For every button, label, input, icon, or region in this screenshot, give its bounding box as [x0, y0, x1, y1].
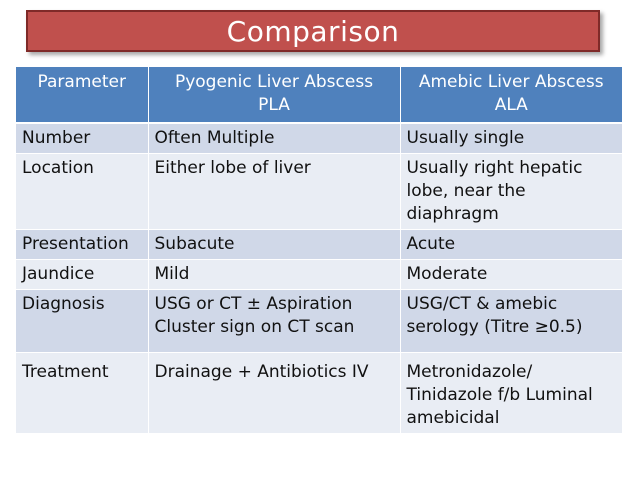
table-header-row: Parameter Pyogenic Liver Abscess PLA Ame…	[16, 67, 622, 124]
table-row-location: Location Either lobe of liver Usually ri…	[16, 153, 622, 230]
cell-line: amebicidal	[406, 408, 500, 428]
cell-line: Drainage + Antibiotics IV	[154, 362, 369, 382]
header-line: Pyogenic Liver Abscess	[174, 72, 374, 92]
slide-title: Comparison	[226, 14, 400, 48]
header-pla: Pyogenic Liver Abscess PLA	[148, 67, 401, 124]
cell-parameter: Location	[16, 153, 149, 230]
cell-line: USG or CT ± Aspiration	[154, 294, 353, 314]
table-row-diagnosis: Diagnosis USG or CT ± Aspiration Cluster…	[16, 289, 622, 353]
cell-line: lobe, near the	[406, 181, 526, 201]
cell-line: Metronidazole/	[406, 362, 533, 382]
cell-line: Moderate	[406, 264, 488, 284]
table-row-treatment: Treatment Drainage + Antibiotics IV Metr…	[16, 352, 622, 434]
cell-line: Acute	[406, 234, 456, 254]
cell-pla: Mild	[148, 259, 401, 290]
cell-line: Usually single	[406, 128, 525, 148]
cell-line: Tinidazole f/b Luminal	[406, 385, 593, 405]
slide-title-bar: Comparison	[26, 10, 600, 52]
cell-ala: Acute	[400, 229, 622, 260]
table-row-jaundice: Jaundice Mild Moderate	[16, 259, 622, 290]
header-parameter: Parameter	[16, 67, 149, 124]
table-row-presentation: Presentation Subacute Acute	[16, 229, 622, 260]
cell-parameter: Diagnosis	[16, 289, 149, 353]
cell-line: Number	[22, 128, 91, 148]
cell-ala: Moderate	[400, 259, 622, 290]
cell-parameter: Presentation	[16, 229, 149, 260]
cell-line: serology (Titre ≥0.5)	[406, 317, 583, 337]
cell-line: Either lobe of liver	[154, 158, 311, 178]
cell-pla: Subacute	[148, 229, 401, 260]
cell-pla: Drainage + Antibiotics IV	[148, 352, 401, 434]
cell-pla: USG or CT ± Aspiration Cluster sign on C…	[148, 289, 401, 353]
cell-parameter: Jaundice	[16, 259, 149, 290]
cell-parameter: Treatment	[16, 352, 149, 434]
cell-line: Subacute	[154, 234, 235, 254]
cell-line: Diagnosis	[22, 294, 105, 314]
cell-ala: Usually single	[400, 123, 622, 154]
cell-line: USG/CT & amebic	[406, 294, 558, 314]
cell-line: Often Multiple	[154, 128, 275, 148]
comparison-table: Parameter Pyogenic Liver Abscess PLA Ame…	[16, 67, 622, 434]
cell-line: Cluster sign on CT scan	[154, 317, 355, 337]
header-line: Amebic Liver Abscess	[418, 72, 604, 92]
cell-pla: Either lobe of liver	[148, 153, 401, 230]
cell-parameter: Number	[16, 123, 149, 154]
cell-ala: Metronidazole/ Tinidazole f/b Luminal am…	[400, 352, 622, 434]
cell-line: Mild	[154, 264, 190, 284]
cell-line: diaphragm	[406, 204, 499, 224]
cell-line: Jaundice	[22, 264, 95, 284]
cell-line: Presentation	[22, 234, 129, 254]
header-ala: Amebic Liver Abscess ALA	[400, 67, 622, 124]
header-line: Parameter	[37, 72, 126, 92]
cell-ala: USG/CT & amebic serology (Titre ≥0.5)	[400, 289, 622, 353]
header-line: ALA	[494, 95, 528, 115]
cell-line: Location	[22, 158, 94, 178]
cell-ala: Usually right hepatic lobe, near the dia…	[400, 153, 622, 230]
cell-line: Treatment	[22, 362, 109, 382]
cell-pla: Often Multiple	[148, 123, 401, 154]
header-line: PLA	[258, 95, 290, 115]
cell-line: Usually right hepatic	[406, 158, 583, 178]
table-row-number: Number Often Multiple Usually single	[16, 123, 622, 154]
